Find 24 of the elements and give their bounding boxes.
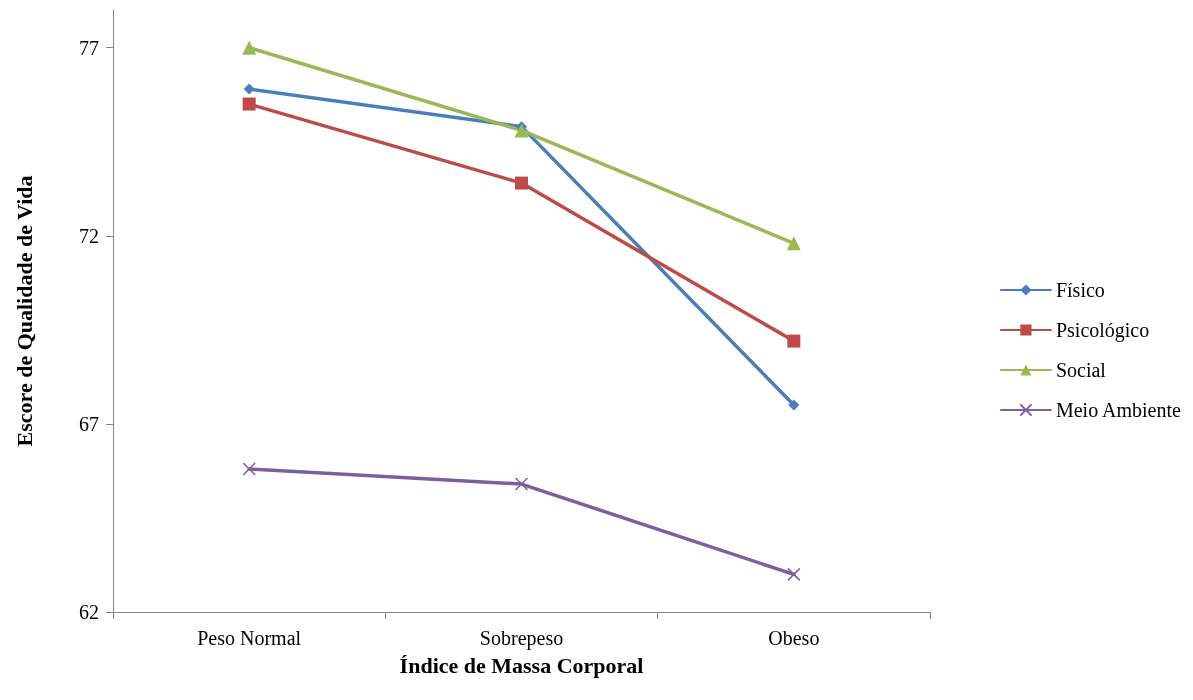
y-tick-label: 62	[79, 601, 99, 623]
point	[787, 567, 801, 582]
y-tick-label: 72	[79, 224, 99, 247]
y-tick-label: 77	[79, 36, 99, 59]
point	[786, 236, 801, 251]
legend-label: Físico	[1055, 279, 1105, 301]
point	[788, 399, 800, 411]
point	[514, 123, 529, 138]
legend-label: Social	[1055, 359, 1107, 381]
point	[242, 97, 256, 111]
legend-label: Meio Ambiente	[1055, 399, 1182, 421]
legend-label: Psicológico	[1055, 319, 1150, 342]
x-tick-label: Obeso	[768, 627, 820, 649]
x-tick-label: Sobrepeso	[479, 627, 564, 650]
point	[514, 477, 529, 491]
point	[242, 462, 256, 476]
point	[243, 83, 255, 95]
y-tick-label: 67	[79, 412, 99, 435]
x-tick-label: Peso Normal	[197, 627, 302, 649]
point	[242, 40, 257, 55]
x-axis-title: Índice de Massa Corporal	[399, 652, 644, 678]
point	[787, 334, 801, 348]
y-axis-title: Escore de Qualidade de Vida	[11, 175, 37, 447]
point	[515, 176, 528, 190]
